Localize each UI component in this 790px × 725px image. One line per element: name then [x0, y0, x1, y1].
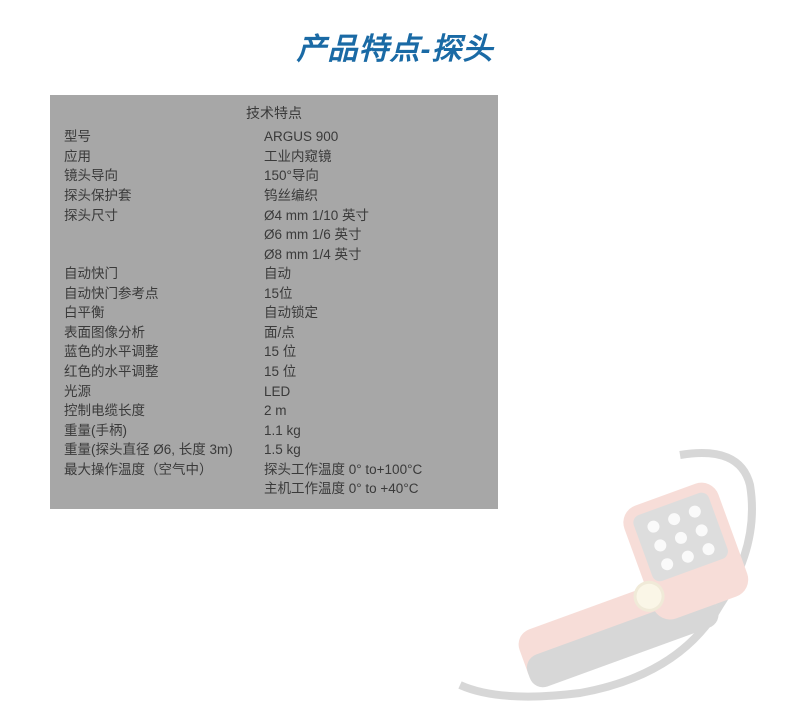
- spec-label: 蓝色的水平调整: [64, 342, 264, 362]
- spec-row: 白平衡自动锁定: [64, 303, 484, 323]
- spec-label: 自动快门参考点: [64, 284, 264, 304]
- spec-table: 技术特点 型号ARGUS 900应用工业内窥镜镜头导向150°导向探头保护套钨丝…: [50, 95, 498, 509]
- spec-row: 重量(手柄)1.1 kg: [64, 421, 484, 441]
- spec-row: 主机工作温度 0° to +40°C: [64, 479, 484, 499]
- spec-value: 2 m: [264, 401, 484, 421]
- spec-label: 最大操作温度（空气中）: [64, 460, 264, 480]
- spec-value: 150°导向: [264, 166, 484, 186]
- spec-value: ARGUS 900: [264, 127, 484, 147]
- spec-label: [64, 245, 264, 265]
- spec-row: 最大操作温度（空气中）探头工作温度 0° to+100°C: [64, 460, 484, 480]
- spec-value: 面/点: [264, 323, 484, 343]
- spec-row: 应用工业内窥镜: [64, 147, 484, 167]
- spec-row: 自动快门参考点15位: [64, 284, 484, 304]
- spec-row: 探头保护套钨丝编织: [64, 186, 484, 206]
- spec-row: Ø8 mm 1/4 英寸: [64, 245, 484, 265]
- spec-row: 型号ARGUS 900: [64, 127, 484, 147]
- spec-label: [64, 479, 264, 499]
- spec-label: 光源: [64, 382, 264, 402]
- spec-row: 探头尺寸Ø4 mm 1/10 英寸: [64, 206, 484, 226]
- spec-value: LED: [264, 382, 484, 402]
- spec-value: 钨丝编织: [264, 186, 484, 206]
- spec-table-title: 技术特点: [64, 103, 484, 123]
- spec-value: 15 位: [264, 342, 484, 362]
- spec-label: 探头保护套: [64, 186, 264, 206]
- spec-label: 型号: [64, 127, 264, 147]
- page-title: 产品特点-探头: [0, 0, 790, 88]
- spec-label: 表面图像分析: [64, 323, 264, 343]
- spec-label: 重量(手柄): [64, 421, 264, 441]
- spec-row: 光源LED: [64, 382, 484, 402]
- spec-label: 探头尺寸: [64, 206, 264, 226]
- spec-label: 自动快门: [64, 264, 264, 284]
- spec-row: 蓝色的水平调整15 位: [64, 342, 484, 362]
- spec-label: 重量(探头直径 Ø6, 长度 3m): [64, 440, 264, 460]
- spec-value: 1.1 kg: [264, 421, 484, 441]
- spec-label: 镜头导向: [64, 166, 264, 186]
- spec-value: 工业内窥镜: [264, 147, 484, 167]
- spec-value: 15位: [264, 284, 484, 304]
- spec-value: 1.5 kg: [264, 440, 484, 460]
- spec-value: 自动: [264, 264, 484, 284]
- spec-row: 重量(探头直径 Ø6, 长度 3m)1.5 kg: [64, 440, 484, 460]
- spec-row: 红色的水平调整15 位: [64, 362, 484, 382]
- spec-label: 控制电缆长度: [64, 401, 264, 421]
- spec-row: Ø6 mm 1/6 英寸: [64, 225, 484, 245]
- spec-row: 表面图像分析面/点: [64, 323, 484, 343]
- spec-label: [64, 225, 264, 245]
- spec-value: 自动锁定: [264, 303, 484, 323]
- spec-label: 白平衡: [64, 303, 264, 323]
- spec-row: 控制电缆长度2 m: [64, 401, 484, 421]
- spec-value: Ø8 mm 1/4 英寸: [264, 245, 484, 265]
- spec-label: 红色的水平调整: [64, 362, 264, 382]
- spec-value: 主机工作温度 0° to +40°C: [264, 479, 484, 499]
- spec-value: 探头工作温度 0° to+100°C: [264, 460, 484, 480]
- spec-value: 15 位: [264, 362, 484, 382]
- spec-row: 自动快门自动: [64, 264, 484, 284]
- spec-value: Ø6 mm 1/6 英寸: [264, 225, 484, 245]
- spec-row: 镜头导向150°导向: [64, 166, 484, 186]
- spec-label: 应用: [64, 147, 264, 167]
- spec-value: Ø4 mm 1/10 英寸: [264, 206, 484, 226]
